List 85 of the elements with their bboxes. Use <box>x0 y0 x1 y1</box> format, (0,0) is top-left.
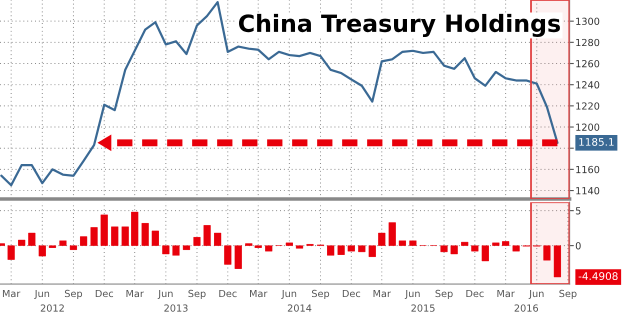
annotation: -4.4908 <box>578 272 618 280</box>
bar <box>254 245 262 248</box>
bar <box>142 223 149 246</box>
y-tick-label: 1300 <box>576 18 600 26</box>
x2-tick-label: 2016 <box>514 304 538 312</box>
bar <box>214 232 222 246</box>
bar <box>482 245 489 262</box>
bar <box>100 214 108 246</box>
line-series <box>0 1 559 186</box>
x-tick-label: Jun <box>404 290 420 299</box>
bar <box>348 245 355 252</box>
x-tick-label: Jun <box>281 290 296 299</box>
bar <box>131 212 138 246</box>
bar <box>182 245 190 250</box>
y-tick-label: 1140 <box>576 187 600 194</box>
bar <box>512 245 520 252</box>
x-tick-label: Jun <box>528 290 544 299</box>
x2-tick-label: 2014 <box>288 304 312 312</box>
bar <box>152 230 159 246</box>
x-tick-label: Sep <box>312 290 330 300</box>
bar <box>502 241 510 246</box>
bar <box>409 240 416 246</box>
bar <box>204 225 211 246</box>
bar <box>122 226 129 246</box>
y-tick-label: 1240 <box>576 81 600 89</box>
x-tick-label: Dec <box>219 290 237 298</box>
bar <box>59 240 67 246</box>
y-tick-label: 0 <box>576 242 581 250</box>
bar <box>80 236 88 246</box>
y-tick-label: 1220 <box>576 102 600 110</box>
x-tick-label: Dec <box>96 290 114 298</box>
y-tick-label: 5 <box>576 207 580 214</box>
bar <box>234 245 242 269</box>
y-tick-label: 1280 <box>576 38 600 46</box>
x-tick-label: Dec <box>342 290 360 298</box>
bar <box>450 245 458 254</box>
bar <box>245 243 252 246</box>
bar <box>8 245 15 260</box>
bar <box>162 245 170 254</box>
x-tick-label: Mar <box>2 290 20 298</box>
bar <box>471 245 478 252</box>
bar <box>28 232 36 246</box>
annotation: 1185.1 <box>579 138 614 146</box>
bar <box>327 245 334 256</box>
bar <box>398 240 406 246</box>
bar <box>358 245 366 252</box>
bar <box>554 245 562 278</box>
bar <box>388 222 396 246</box>
bar <box>286 242 293 246</box>
bar <box>368 245 376 258</box>
bar <box>224 245 232 265</box>
x-tick-label: Mar <box>374 290 391 298</box>
y-tick-label: 1260 <box>576 60 600 68</box>
x-tick-label: Sep <box>436 290 453 300</box>
bar <box>543 245 551 261</box>
x-tick-label: Mar <box>497 290 515 298</box>
bar <box>38 245 46 256</box>
x-tick-label: Mar <box>250 290 268 298</box>
bar <box>111 226 118 246</box>
bar <box>338 245 345 255</box>
bar <box>172 245 180 256</box>
bar <box>492 242 500 246</box>
bar <box>461 242 468 246</box>
x2-tick-label: 2015 <box>411 304 435 312</box>
bar <box>440 245 448 252</box>
x2-tick-label: 2012 <box>40 304 64 312</box>
x-tick-label: Jun <box>158 290 173 299</box>
y-tick-label: 1200 <box>576 124 600 131</box>
x-tick-label: Sep <box>559 290 577 300</box>
x-tick-label: Jun <box>34 290 50 299</box>
bar <box>193 237 201 246</box>
x2-tick-label: 2013 <box>164 304 188 312</box>
bar <box>296 245 304 249</box>
bar <box>265 245 272 252</box>
bar <box>70 245 78 250</box>
x-tick-label: Sep <box>64 290 82 300</box>
bar <box>378 232 386 246</box>
x-tick-label: Dec <box>466 290 484 298</box>
bar <box>90 227 98 246</box>
y-tick-label: 1160 <box>576 166 600 174</box>
x-tick-label: Sep <box>188 290 206 300</box>
text: China Treasury Holdings <box>238 14 560 37</box>
bar <box>18 240 26 246</box>
x-tick-label: Mar <box>126 290 144 298</box>
bar <box>48 245 56 248</box>
